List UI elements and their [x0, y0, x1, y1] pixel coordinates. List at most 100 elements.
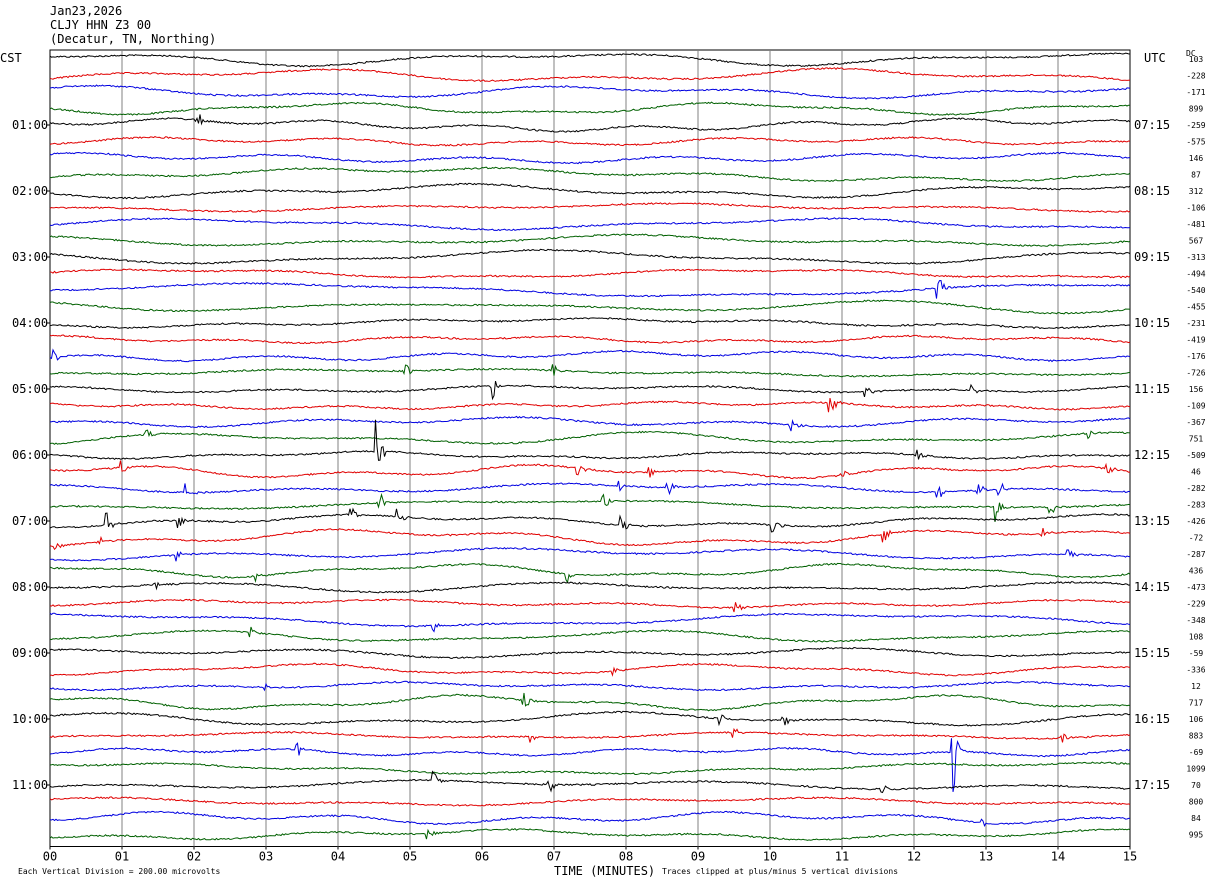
trace-row [49, 380, 1131, 401]
left-time-label: 11:00 [12, 778, 48, 792]
dc-offset-label: 103 [1189, 55, 1204, 64]
trace-row [49, 796, 1131, 807]
trace-row [49, 761, 1131, 775]
dc-offset-label: 995 [1189, 831, 1204, 840]
plot-frame [49, 49, 1131, 847]
left-time-label: 01:00 [12, 118, 48, 132]
header-station: CLJY HHN Z3 00 [50, 18, 152, 32]
trace-row [49, 646, 1131, 660]
dc-offset-label: -259 [1186, 121, 1205, 130]
x-tick-label: 00 [43, 850, 57, 864]
dc-offset-label: -313 [1186, 253, 1205, 262]
x-tick-label: 08 [619, 850, 633, 864]
trace-row [49, 202, 1131, 213]
dc-offset-label: 87 [1191, 171, 1201, 180]
right-time-label: 12:15 [1134, 448, 1170, 462]
dc-offset-label: -336 [1186, 666, 1205, 675]
dc-offset-label: -69 [1189, 748, 1204, 757]
trace-row [49, 598, 1131, 613]
trace-row [49, 460, 1131, 480]
clip-note: Traces clipped at plus/minus 5 vertical … [662, 867, 899, 876]
x-tick-label: 01 [115, 850, 129, 864]
trace-row [49, 151, 1131, 165]
trace-row [49, 710, 1131, 727]
trace-row [49, 492, 1131, 522]
x-tick-label: 15 [1123, 850, 1137, 864]
trace-row [49, 727, 1131, 743]
trace-row [49, 364, 1131, 378]
trace-row [49, 67, 1131, 83]
trace-row [49, 810, 1131, 828]
trace-row [49, 348, 1131, 363]
dc-offset-label: -509 [1186, 451, 1205, 460]
dc-offset-label: 1099 [1186, 765, 1205, 774]
trace-row [49, 562, 1131, 584]
left-time-label: 02:00 [12, 184, 48, 198]
trace-row [49, 84, 1131, 100]
left-axis-title: CST [0, 51, 22, 65]
right-axis-title: UTC [1144, 51, 1166, 65]
dc-offset-label: -367 [1186, 418, 1205, 427]
dc-offset-label: -228 [1186, 72, 1205, 81]
x-tick-label: 02 [187, 850, 201, 864]
trace-row [49, 114, 1131, 133]
dc-offset-label: 146 [1189, 154, 1204, 163]
left-time-label: 05:00 [12, 382, 48, 396]
trace-row [49, 680, 1131, 692]
trace-row [49, 166, 1131, 183]
dc-offset-label: 717 [1189, 699, 1204, 708]
x-tick-label: 14 [1051, 850, 1065, 864]
trace-row [49, 626, 1131, 643]
x-tick-label: 09 [691, 850, 705, 864]
trace-row [49, 233, 1131, 247]
dc-offset-label: -229 [1186, 600, 1205, 609]
trace-row [49, 52, 1131, 68]
vertical-scale-note: Each Vertical Division = 200.00 microvol… [18, 867, 221, 876]
dc-offset-label: -473 [1186, 583, 1205, 592]
left-time-label: 04:00 [12, 316, 48, 330]
trace-row [49, 692, 1131, 712]
left-time-label: 08:00 [12, 580, 48, 594]
dc-offset-label: -481 [1186, 220, 1205, 229]
x-tick-label: 07 [547, 850, 561, 864]
x-tick-label: 04 [331, 850, 345, 864]
trace-row [49, 397, 1131, 413]
dc-offset-label: 46 [1191, 468, 1201, 477]
trace-row [49, 136, 1131, 147]
dc-offset-label: 899 [1189, 105, 1204, 114]
dc-offset-label: -176 [1186, 352, 1205, 361]
trace-row [49, 738, 1131, 792]
left-time-label: 03:00 [12, 250, 48, 264]
x-tick-label: 06 [475, 850, 489, 864]
dc-offset-label: 70 [1191, 781, 1201, 790]
left-time-label: 06:00 [12, 448, 48, 462]
dc-offset-label: -287 [1186, 550, 1205, 559]
dc-offset-label: -575 [1186, 138, 1205, 147]
dc-offset-label: 312 [1189, 187, 1204, 196]
x-tick-label: 11 [835, 850, 849, 864]
trace-row [49, 662, 1131, 677]
dc-offset-label: 567 [1189, 237, 1204, 246]
dc-offset-label: 84 [1191, 814, 1201, 823]
trace-row [49, 419, 1131, 461]
right-time-label: 17:15 [1134, 778, 1170, 792]
dc-offset-label: -59 [1189, 649, 1204, 658]
dc-offset-label: -231 [1186, 319, 1205, 328]
dc-offset-label: -726 [1186, 369, 1205, 378]
trace-row [49, 827, 1131, 841]
header-date: Jan23,2026 [50, 4, 123, 18]
dc-offset-label: -494 [1186, 270, 1205, 279]
trace-row [49, 770, 1131, 794]
x-axis-label: TIME (MINUTES) [554, 864, 656, 878]
dc-offset-label: -72 [1189, 534, 1204, 543]
trace-row [49, 334, 1131, 345]
trace-row [49, 217, 1131, 232]
right-time-label: 09:15 [1134, 250, 1170, 264]
right-time-label: 07:15 [1134, 118, 1170, 132]
right-time-label: 15:15 [1134, 646, 1170, 660]
dc-offset-label: -106 [1186, 204, 1205, 213]
trace-row [49, 182, 1131, 200]
dc-offset-label: -348 [1186, 616, 1205, 625]
dc-offset-label: 800 [1189, 798, 1204, 807]
